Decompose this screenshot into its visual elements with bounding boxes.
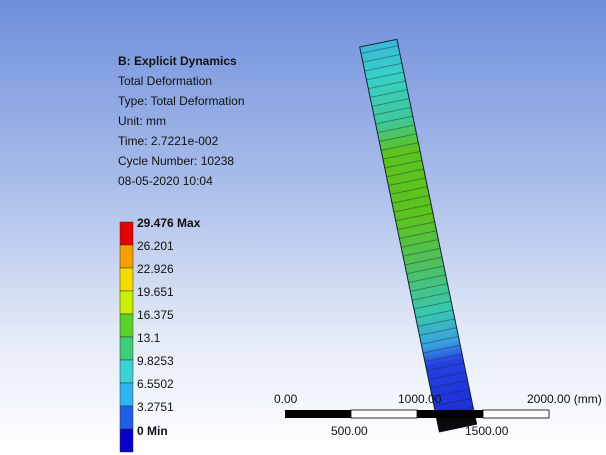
- scene: 29.476 Max 26.201 22.926 19.651 16.375 13.1 9.…: [0, 0, 606, 455]
- scale-label: 2000.00 (mm): [527, 392, 602, 406]
- legend-swatch: [120, 360, 133, 383]
- legend-swatch: [120, 268, 133, 291]
- legend: 29.476 Max 26.201 22.926 19.651 16.375 13.1 9.…: [120, 216, 201, 452]
- legend-swatch: [120, 222, 133, 245]
- legend-label: 3.2751: [137, 400, 174, 414]
- legend-label: 26.201: [137, 239, 174, 253]
- header-line: Type: Total Deformation: [118, 94, 245, 108]
- legend-label: 16.375: [137, 308, 174, 322]
- scale-bar: 0.00 1000.00 2000.00 (mm) 500.00 1500.00: [274, 392, 602, 438]
- scale-label: 1000.00: [398, 392, 442, 406]
- beam: [360, 39, 477, 432]
- legend-label: 19.651: [137, 285, 174, 299]
- legend-swatch: [120, 291, 133, 314]
- scale-label: 0.00: [274, 392, 298, 406]
- legend-swatch: [120, 383, 133, 406]
- legend-swatch: [120, 245, 133, 268]
- legend-label: 29.476 Max: [137, 216, 201, 230]
- legend-swatch: [120, 429, 133, 452]
- title: B: Explicit Dynamics: [118, 54, 237, 68]
- scale-label: 1500.00: [465, 424, 509, 438]
- legend-label: 22.926: [137, 262, 174, 276]
- legend-swatch: [120, 406, 133, 429]
- legend-swatch: [120, 337, 133, 360]
- header-line: Total Deformation: [118, 74, 212, 88]
- legend-label: 9.8253: [137, 354, 174, 368]
- header-line: Cycle Number: 10238: [118, 154, 234, 168]
- header-line: 08-05-2020 10:04: [118, 174, 213, 188]
- legend-swatch: [120, 314, 133, 337]
- header-line: Time: 2.7221e-002: [118, 134, 219, 148]
- scale-label: 500.00: [331, 424, 368, 438]
- legend-label: 0 Min: [137, 424, 168, 438]
- legend-label: 13.1: [137, 331, 161, 345]
- header-line: Unit: mm: [118, 114, 166, 128]
- header: B: Explicit Dynamics Total Deformation Ty…: [118, 54, 245, 188]
- viewport: 29.476 Max 26.201 22.926 19.651 16.375 13.1 9.…: [0, 0, 606, 455]
- legend-label: 6.5502: [137, 377, 174, 391]
